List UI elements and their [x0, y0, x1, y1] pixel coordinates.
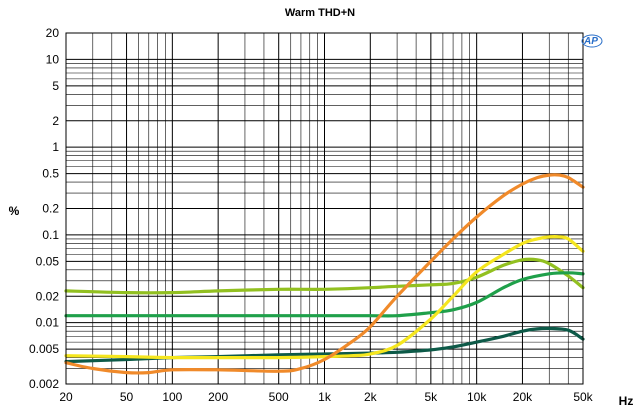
y-tick-label: 1 — [52, 140, 59, 154]
x-axis-label: Hz — [619, 394, 634, 408]
x-tick-label: 20 — [59, 390, 73, 404]
grid — [66, 33, 583, 384]
y-axis-label: % — [9, 204, 20, 218]
y-tick-label: 0.1 — [42, 228, 59, 242]
x-tick-label: 10k — [467, 390, 487, 404]
x-tick-label: 500 — [269, 390, 289, 404]
y-tick-label: 0.01 — [36, 316, 60, 330]
x-tick-label: 20k — [513, 390, 533, 404]
x-tick-label: 200 — [208, 390, 228, 404]
chart-title: Warm THD+N — [285, 7, 355, 19]
series-line-4 — [64, 235, 585, 360]
x-tick-label: 50k — [573, 390, 593, 404]
plot-frame — [65, 32, 584, 385]
ap-logo: AP — [583, 36, 598, 47]
ap-logo-ring — [581, 34, 603, 48]
x-tick-labels: 20 50 100 200 500 1k 2k 5k 10k 20k 50k — [59, 390, 593, 404]
y-tick-label: 5 — [52, 79, 59, 93]
y-tick-label: 0.02 — [36, 289, 60, 303]
x-tick-label: 50 — [120, 390, 134, 404]
y-tick-label: 10 — [46, 52, 60, 66]
y-tick-label: 0.5 — [42, 167, 59, 181]
x-tick-label: 2k — [364, 390, 378, 404]
y-tick-label: 0.05 — [36, 254, 60, 268]
y-tick-label: 20 — [46, 26, 60, 40]
y-tick-label: 0.005 — [29, 342, 59, 356]
x-tick-label: 1k — [318, 390, 332, 404]
series-line-1 — [64, 257, 585, 295]
x-tick-label: 100 — [162, 390, 182, 404]
series-line-2 — [64, 271, 585, 318]
y-tick-label: 2 — [52, 114, 59, 128]
x-tick-label: 5k — [425, 390, 439, 404]
series-line-5 — [64, 173, 585, 375]
y-tick-label: 0.2 — [42, 202, 59, 216]
series-group — [64, 173, 585, 375]
y-tick-label: 0.002 — [29, 377, 59, 391]
y-tick-labels: 20 10 5 2 1 0.5 0.2 0.1 0.05 0.02 0.01 0.005 0.002 — [29, 26, 59, 391]
